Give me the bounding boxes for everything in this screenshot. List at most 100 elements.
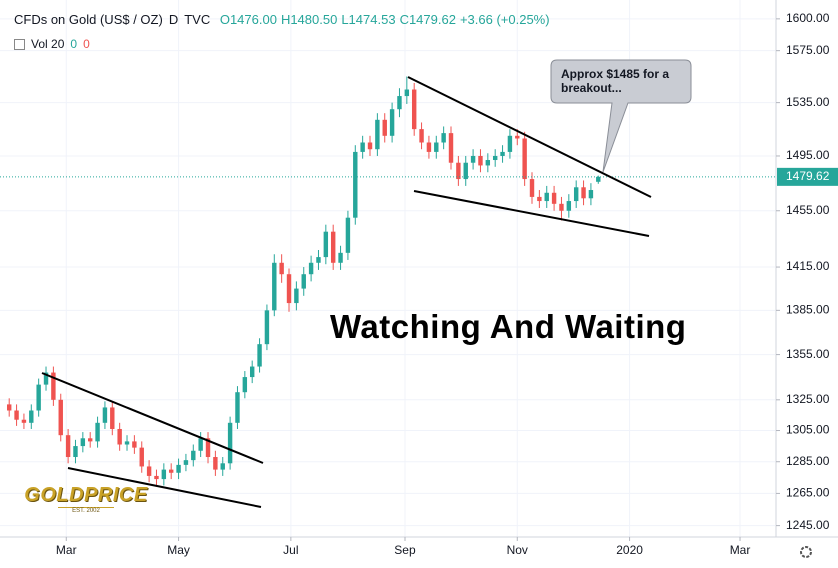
candle-body	[404, 89, 410, 97]
y-tick-label: 1495.00	[786, 148, 830, 162]
candle-body	[36, 384, 41, 411]
callout-box	[550, 59, 692, 173]
candle-body	[308, 262, 314, 275]
candle-body	[456, 162, 461, 180]
logo-name: GOLDPRICE	[24, 484, 148, 506]
candle-body	[87, 438, 93, 442]
last-price-label: 1479.62	[786, 169, 830, 183]
candle-body	[566, 201, 572, 211]
y-tick-label: 1355.00	[786, 347, 830, 361]
y-tick-label: 1535.00	[786, 95, 830, 109]
candle-body	[485, 160, 491, 166]
candle-body	[360, 142, 365, 152]
candle-body	[139, 447, 144, 467]
x-tick-label: May	[167, 543, 190, 557]
ohlc-value: H1480.50	[280, 12, 338, 27]
candle-body	[264, 310, 270, 345]
candle-body	[559, 203, 564, 211]
x-tick-label: Nov	[507, 543, 528, 557]
candle-body	[198, 438, 203, 451]
candle-body	[345, 217, 351, 253]
candle-body	[51, 372, 56, 400]
y-tick-label: 1575.00	[786, 43, 830, 57]
annotation-text: Watching And Waiting	[330, 308, 687, 345]
candle-body	[573, 187, 579, 202]
ohlc-value: C1479.62	[399, 12, 456, 27]
candle-body	[353, 151, 358, 218]
interval: D	[168, 12, 179, 27]
y-tick-label: 1305.00	[786, 423, 830, 437]
candle-body	[397, 96, 402, 110]
candle-body	[551, 192, 557, 204]
candle-body	[154, 475, 159, 480]
candle-body	[132, 441, 137, 448]
candle-body	[367, 142, 373, 150]
candle-body	[6, 404, 12, 411]
candle-body	[448, 133, 454, 163]
y-tick-label: 1325.00	[786, 392, 830, 406]
candle-body	[478, 155, 483, 166]
y-tick-label: 1385.00	[786, 303, 830, 317]
candle-body	[183, 460, 189, 465]
trend-lines	[41, 76, 652, 508]
x-tick-label: Sep	[394, 543, 416, 557]
candle-body	[338, 252, 343, 263]
candle-body	[235, 392, 240, 423]
candle-body	[279, 262, 284, 275]
candle-body	[434, 142, 439, 152]
candle-body	[43, 372, 49, 385]
candle-body	[316, 257, 321, 263]
candle-body	[272, 262, 277, 311]
candle-body	[294, 288, 299, 304]
volume-value: 0	[83, 37, 90, 51]
trend-line	[41, 372, 264, 464]
candle-body	[80, 438, 86, 447]
volume-label: Vol 20	[31, 37, 65, 51]
candle-body	[323, 231, 329, 258]
ohlc-value: L1474.53	[341, 12, 396, 27]
candle-body	[117, 428, 122, 445]
candle-body	[492, 155, 498, 161]
candle-body	[110, 407, 115, 429]
ohlc-value: O1476.00	[219, 12, 277, 27]
candle-body	[515, 135, 520, 139]
candle-body	[581, 187, 586, 199]
candle-body	[529, 179, 535, 197]
candle-body	[213, 457, 218, 470]
candle-body	[596, 176, 601, 182]
candle-body	[146, 466, 152, 476]
logo-tagline: EST. 2002	[58, 507, 114, 514]
candle-body	[21, 419, 27, 423]
y-tick-label: 1245.00	[786, 518, 830, 532]
y-tick-label: 1455.00	[786, 203, 830, 217]
candle-body	[441, 133, 446, 143]
settings-icon[interactable]	[800, 546, 812, 558]
candle-body	[95, 422, 100, 442]
candle-body	[389, 109, 395, 136]
volume-value: 0	[70, 37, 78, 51]
symbol: CFDs on Gold (US$ / OZ)	[14, 12, 163, 27]
candle-body	[73, 446, 78, 458]
collapse-toggle[interactable]	[14, 39, 25, 51]
x-tick-label: Mar	[56, 543, 77, 557]
candle-body	[463, 162, 468, 180]
candle-body	[330, 231, 336, 263]
candle-body	[249, 366, 255, 378]
candle-body	[507, 135, 513, 152]
candle-body	[124, 441, 130, 445]
candle-body	[220, 463, 225, 470]
candle-body	[537, 196, 542, 202]
candle-body	[161, 469, 167, 480]
candle-body	[419, 129, 424, 143]
candle-body	[168, 469, 174, 473]
last-price-badge	[777, 167, 838, 186]
callout-text: Approx $1485 for a breakout...	[561, 67, 670, 95]
y-tick-label: 1265.00	[786, 486, 830, 500]
change-value: +3.66 (+0.25%)	[459, 12, 550, 27]
candle-body	[14, 410, 19, 420]
source: TVC	[184, 12, 211, 27]
candle-body	[426, 142, 432, 152]
candle-body	[257, 344, 262, 367]
candle-body	[411, 89, 417, 130]
